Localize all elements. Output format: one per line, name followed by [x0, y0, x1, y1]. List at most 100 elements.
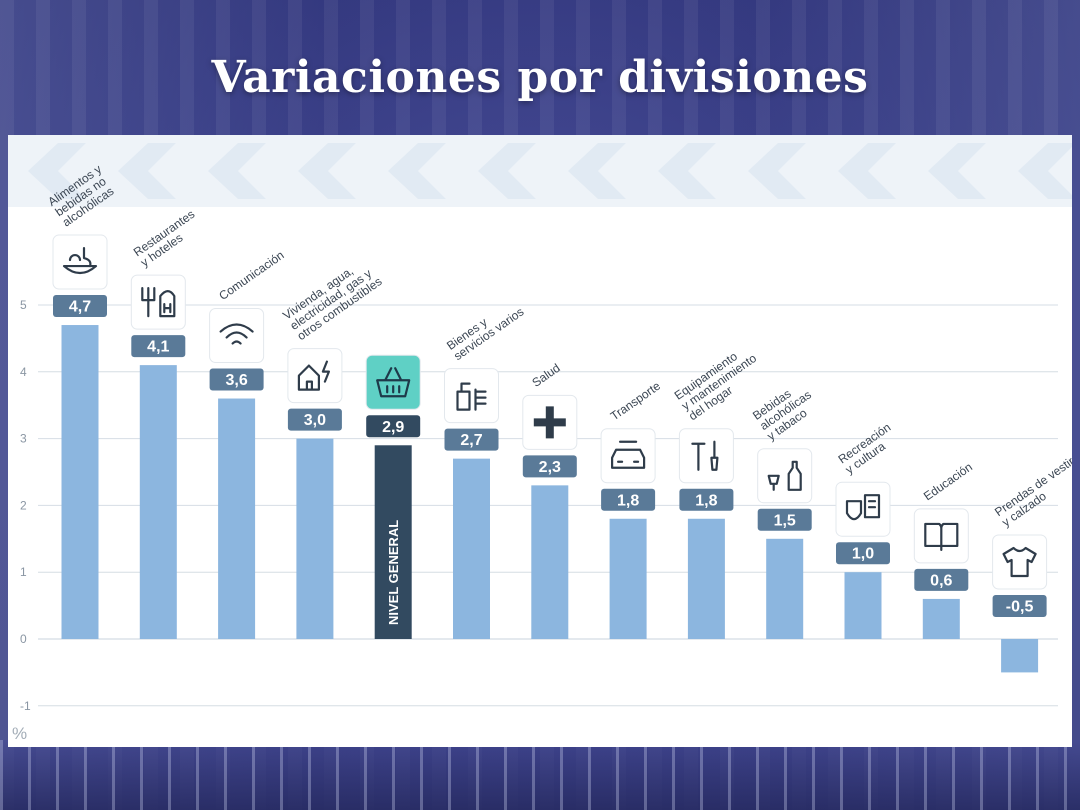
chevron-shape [1018, 143, 1076, 199]
tshirt-icon [992, 534, 1048, 590]
chevron-shape [748, 143, 806, 199]
bar [61, 325, 99, 639]
value-label: 2,9 [382, 419, 404, 436]
icon-tile [287, 348, 343, 404]
y-tick-label: 1 [20, 565, 27, 579]
value-label-bg [366, 415, 421, 438]
icon-tile [835, 481, 891, 537]
food-basket-icon [52, 234, 108, 290]
bar [374, 445, 412, 639]
icon-stroke [376, 367, 411, 398]
value-label: 4,7 [69, 299, 91, 316]
category-label: Educación [921, 460, 975, 504]
health-cross-icon [522, 394, 578, 450]
bar [766, 538, 804, 639]
value-label-bg [679, 488, 734, 511]
chevron-shape [298, 143, 356, 199]
icon-stroke [62, 264, 98, 275]
value-label: 0,6 [930, 572, 952, 589]
value-label-bg [836, 542, 890, 565]
bar [139, 365, 177, 639]
icon-stroke [1002, 546, 1037, 578]
background-cart [0, 740, 1080, 810]
fork-knife-hotel-icon [130, 274, 186, 330]
category-label-line: Comunicación [216, 248, 286, 303]
value-label: 1,0 [852, 546, 874, 563]
chart-panel: -1 0 1 2 3 4 5% NIVEL GENERAL 4,7 4,1 3,6 3,0 2,9 2… [8, 135, 1077, 747]
car-wrench-icon [600, 428, 656, 484]
chevron-shape [658, 143, 716, 199]
decorative-pattern [8, 135, 1076, 207]
icon-stroke [863, 494, 881, 519]
icon-stroke [456, 382, 471, 411]
value-label-bg [522, 455, 577, 478]
value-label-bg [601, 488, 656, 511]
bar [1001, 639, 1039, 673]
value-label-bg [209, 368, 264, 391]
value-label-bg [444, 428, 499, 451]
wifi-icon [209, 308, 265, 364]
chevron-shape [928, 143, 986, 199]
y-tick-label: 0 [20, 632, 27, 646]
icon-fill [533, 406, 566, 439]
chevron-shape [388, 143, 446, 199]
icon-stroke [219, 323, 254, 333]
value-label-bg [757, 508, 812, 531]
icon-stroke [163, 303, 172, 314]
category-label-line: Transporte [608, 379, 663, 424]
chevron-shape [208, 143, 266, 199]
chevron-shape [568, 143, 626, 199]
icon-stroke [231, 340, 242, 345]
house-utilities-icon [287, 348, 343, 404]
y-tick-label: 2 [20, 498, 27, 512]
chevron-shape [478, 143, 536, 199]
value-label: 2,3 [539, 459, 561, 476]
value-label: 3,0 [304, 412, 326, 429]
bar-inner-label: NIVEL GENERAL [386, 520, 401, 625]
value-label: -0,5 [1006, 599, 1034, 616]
icon-stroke [691, 442, 706, 471]
chart: -1 0 1 2 3 4 5% NIVEL GENERAL 4,7 4,1 3,6 3,0 2,9 2… [8, 135, 1077, 743]
category-label-line: Educación [921, 460, 975, 504]
bar [922, 598, 960, 639]
y-tick-label: 4 [20, 365, 27, 379]
icon-tile [130, 274, 186, 330]
value-label-bg [914, 568, 969, 591]
y-axis-unit: % [12, 724, 27, 743]
value-label: 1,8 [695, 492, 717, 509]
value-label-bg [992, 595, 1047, 617]
pattern-band [8, 135, 1072, 207]
icon-stroke [924, 522, 959, 552]
icon-tile [992, 534, 1048, 590]
icon-stroke [767, 474, 780, 491]
bar [844, 572, 882, 639]
value-label-bg [131, 335, 186, 358]
page-title: Variaciones por divisiones [211, 52, 869, 103]
theater-masks-icon [835, 481, 891, 537]
icon-tile [600, 428, 656, 484]
value-label: 4,1 [147, 339, 169, 356]
icon-stroke [141, 287, 156, 318]
bar [453, 458, 490, 639]
value-label-bg [53, 295, 107, 318]
icon-stroke [787, 460, 802, 491]
tools-icon [678, 428, 734, 484]
bar [296, 438, 334, 639]
value-label: 1,5 [774, 512, 796, 529]
icon-stroke [297, 364, 320, 391]
toiletries-icon [444, 368, 499, 424]
category-label-line: Salud [529, 361, 562, 390]
category-label: Salud [529, 361, 562, 390]
value-labels: 4,7 4,1 3,6 3,0 2,9 2,7 2,3 1,8 1,8 1,5 1,0 0,6 -0,5 [52, 234, 1048, 617]
bar [687, 518, 725, 639]
chevron-shape [28, 143, 86, 199]
icon-stroke [710, 440, 719, 471]
shopping-basket-icon [365, 354, 421, 410]
category-label: Comunicación [216, 248, 286, 303]
bars: NIVEL GENERAL [61, 325, 1039, 673]
bottle-glass-icon [757, 448, 813, 504]
y-tick-label: 5 [20, 298, 27, 312]
